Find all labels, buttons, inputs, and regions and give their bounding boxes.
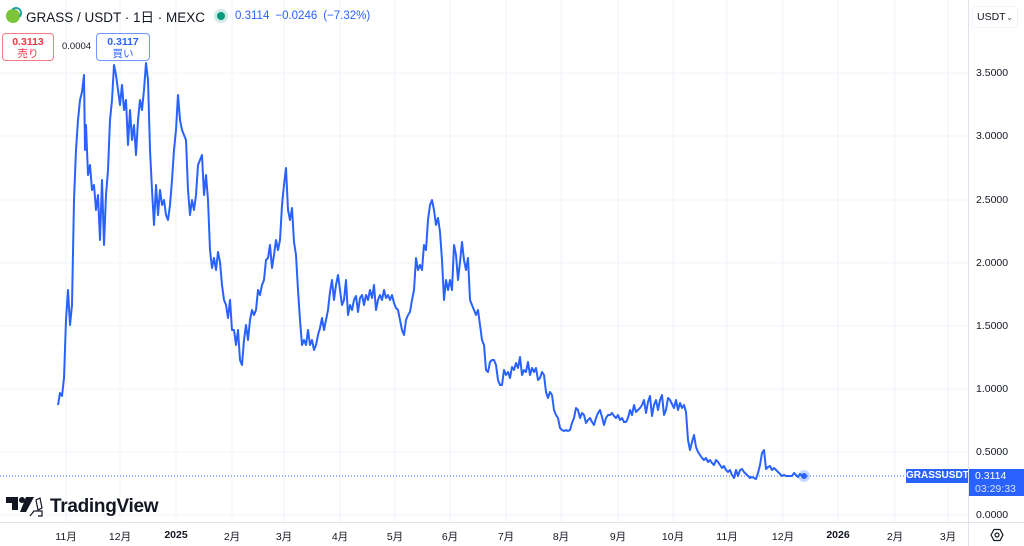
watermark-text: TradingView <box>50 496 159 517</box>
time-tick: 9月 <box>609 531 627 543</box>
buy-button[interactable]: 0.3117 買い <box>96 33 150 61</box>
tradingview-watermark[interactable]: TradingView <box>6 494 159 520</box>
price-tick: 3.0000 <box>976 130 1009 142</box>
market-status-icon[interactable] <box>217 12 226 20</box>
time-tick: 12月 <box>108 531 132 543</box>
bar-countdown: 03:29:33 <box>975 483 1016 495</box>
time-tick: 12月 <box>771 531 795 543</box>
last-price-tag: 0.3114 03:29:33 <box>969 469 1024 496</box>
chart-pane[interactable]: GRASS / USDT · 1日 · MEXC 0.3114 −0.0246 … <box>0 0 969 522</box>
chevron-down-icon: ⌄ <box>1006 12 1013 22</box>
last-price: 0.3114 <box>235 10 270 22</box>
chart-settings-button[interactable] <box>968 522 1024 546</box>
price-tick: 1.5000 <box>976 320 1009 332</box>
price-tick: 0.5000 <box>976 446 1009 458</box>
price-axis[interactable] <box>968 0 1024 522</box>
price-tick: 2.5000 <box>976 194 1009 206</box>
time-tick: 2月 <box>886 531 904 543</box>
tradingview-logo-icon <box>6 497 43 517</box>
currency-unit-label: USDT <box>977 11 1006 23</box>
time-tick-year: 2026 <box>826 529 850 541</box>
price-tick: 1.0000 <box>976 383 1009 395</box>
last-point-dot <box>801 473 807 479</box>
time-tick: 11月 <box>55 531 77 543</box>
sell-price: 0.3113 <box>12 36 44 48</box>
time-tick: 3月 <box>275 531 293 543</box>
price-line <box>57 62 804 480</box>
symbol-title[interactable]: GRASS / USDT · 1日 · MEXC <box>26 10 206 25</box>
price-change-pct: (−7.32%) <box>323 10 371 22</box>
chart-canvas[interactable] <box>0 0 968 522</box>
buy-price: 0.3117 <box>107 36 139 48</box>
price-tick: 2.0000 <box>976 257 1009 269</box>
sell-button[interactable]: 0.3113 売り <box>2 33 54 61</box>
time-tick: 7月 <box>497 531 515 543</box>
time-tick: 8月 <box>552 531 570 543</box>
time-tick-year: 2025 <box>164 529 188 541</box>
grass-logo-icon <box>6 7 22 23</box>
sell-label: 売り <box>17 48 39 60</box>
symbol-tag: GRASSUSDT <box>906 469 969 483</box>
time-tick: 10月 <box>661 531 685 543</box>
buy-label: 買い <box>112 48 134 60</box>
grid-lines <box>0 0 968 522</box>
price-tick: 0.0000 <box>976 509 1009 521</box>
time-axis[interactable] <box>0 522 968 546</box>
last-price-tag-value: 0.3114 <box>975 470 1007 482</box>
price-tick: 3.5000 <box>976 67 1009 79</box>
currency-unit-dropdown[interactable]: USDT ⌄ <box>972 6 1018 28</box>
time-tick: 3月 <box>939 531 957 543</box>
time-tick: 5月 <box>386 531 404 543</box>
time-tick: 11月 <box>716 531 738 543</box>
settings-hexagon-icon <box>990 528 1004 541</box>
spread-value: 0.0004 <box>62 41 92 52</box>
time-tick: 4月 <box>331 531 349 543</box>
time-tick: 6月 <box>441 531 459 543</box>
price-change: −0.0246 <box>275 10 318 22</box>
time-tick: 2月 <box>223 531 241 543</box>
symbol-legend: GRASS / USDT · 1日 · MEXC 0.3114 −0.0246 … <box>6 6 370 26</box>
